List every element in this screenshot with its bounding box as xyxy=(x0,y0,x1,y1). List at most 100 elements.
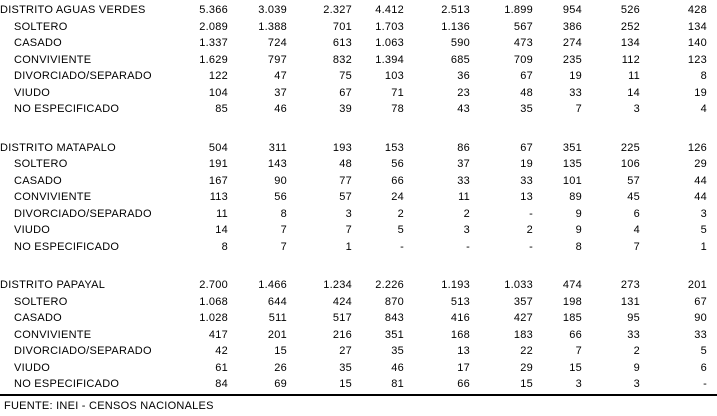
value-cell: 85 xyxy=(215,103,228,115)
value-cell: 235 xyxy=(562,53,582,66)
value-cell: 135 xyxy=(562,158,582,170)
district-name: DISTRITO AGUAS VERDES xyxy=(0,4,146,16)
section-spacer xyxy=(0,118,707,140)
district-section-row: DISTRITO PAPAYAL 2.700 1.466 1.234 2.226 1.19… xyxy=(0,277,707,294)
value-cell: 513 xyxy=(450,295,470,308)
category-label: CONVIVIENTE xyxy=(14,328,92,341)
value-cell: - xyxy=(529,207,533,220)
value-cell: 2.089 xyxy=(199,20,228,33)
value-cell: 15 xyxy=(520,378,533,390)
value-cell: 168 xyxy=(450,328,470,341)
value-cell: 19 xyxy=(520,158,533,170)
value-cell: 183 xyxy=(513,328,533,341)
value-cell: 416 xyxy=(450,312,470,324)
category-row: CASADO 167 90 77 66 33 33 101 57 44 xyxy=(0,173,707,190)
district-total-cell: 5.366 xyxy=(199,4,228,16)
footer-divider: FUENTE: INEI - CENSOS NACIONALES xyxy=(0,393,717,412)
value-cell: 424 xyxy=(332,295,352,308)
category-row: NO ESPECIFICADO 8 7 1 - - - 8 7 1 xyxy=(0,239,707,256)
value-cell: 140 xyxy=(687,37,707,49)
value-cell: 8 xyxy=(575,240,582,253)
value-cell: 1.028 xyxy=(199,312,228,324)
value-cell: 9 xyxy=(633,361,640,374)
category-label: CASADO xyxy=(14,37,62,49)
district-total-cell: 1.899 xyxy=(504,4,533,16)
value-cell: 56 xyxy=(274,191,287,203)
spacer-cell xyxy=(0,255,707,277)
value-cell: 7 xyxy=(633,240,640,253)
value-cell: 33 xyxy=(520,174,533,187)
value-cell: 7 xyxy=(280,224,287,236)
value-cell: 134 xyxy=(620,37,640,49)
district-total-cell: 1.466 xyxy=(258,279,287,291)
value-cell: 4 xyxy=(633,224,640,236)
value-cell: 37 xyxy=(274,86,287,99)
value-cell: 66 xyxy=(457,378,470,390)
value-cell: 252 xyxy=(620,20,640,33)
value-cell: 2 xyxy=(463,207,470,220)
value-cell: 1 xyxy=(700,240,707,253)
value-cell: 44 xyxy=(694,174,707,187)
value-cell: 66 xyxy=(391,174,404,187)
value-cell: 48 xyxy=(339,158,352,170)
value-cell: 48 xyxy=(520,86,533,99)
value-cell: 644 xyxy=(267,295,287,308)
value-cell: 11 xyxy=(216,207,228,220)
value-cell: 2 xyxy=(526,224,533,236)
district-total-cell: 2.513 xyxy=(441,4,470,16)
value-cell: 90 xyxy=(274,174,287,187)
category-label: DIVORCIADO/SEPARADO xyxy=(14,207,152,220)
value-cell: 1.337 xyxy=(199,37,228,49)
value-cell: 131 xyxy=(620,295,640,308)
category-label: VIUDO xyxy=(14,224,51,236)
value-cell: 5 xyxy=(700,345,707,357)
value-cell: 29 xyxy=(520,361,533,374)
value-cell: 201 xyxy=(267,328,287,341)
value-cell: 3 xyxy=(463,224,470,236)
value-cell: 274 xyxy=(562,37,582,49)
value-cell: 24 xyxy=(391,191,404,203)
value-cell: 870 xyxy=(384,295,404,308)
value-cell: 5 xyxy=(397,224,404,236)
value-cell: 14 xyxy=(215,224,228,236)
value-cell: 81 xyxy=(391,378,404,390)
value-cell: 61 xyxy=(215,361,228,374)
value-cell: 15 xyxy=(274,345,287,357)
value-cell: 57 xyxy=(627,174,640,187)
value-cell: 3 xyxy=(633,103,640,115)
district-total-cell: 428 xyxy=(687,4,707,16)
value-cell: 1.629 xyxy=(199,53,228,66)
value-cell: 90 xyxy=(694,312,707,324)
category-label: CASADO xyxy=(14,174,62,187)
district-total-cell: 67 xyxy=(520,141,533,154)
value-cell: 26 xyxy=(274,361,287,374)
value-cell: 1.136 xyxy=(441,20,470,33)
value-cell: 417 xyxy=(208,328,228,341)
category-label: VIUDO xyxy=(14,361,51,374)
value-cell: 19 xyxy=(694,86,707,99)
value-cell: 43 xyxy=(457,103,470,115)
category-label: SOLTERO xyxy=(14,295,68,308)
section-spacer xyxy=(0,255,707,277)
value-cell: 84 xyxy=(215,378,228,390)
district-total-cell: 153 xyxy=(384,141,404,154)
value-cell: 46 xyxy=(391,361,404,374)
value-cell: 701 xyxy=(332,20,352,33)
value-cell: 22 xyxy=(520,345,533,357)
value-cell: 4 xyxy=(700,103,707,115)
category-row: DIVORCIADO/SEPARADO 122 47 75 103 36 67 19 11 8 xyxy=(0,68,707,85)
value-cell: 7 xyxy=(575,345,582,357)
district-name: DISTRITO MATAPALO xyxy=(0,141,116,154)
value-cell: 14 xyxy=(627,86,640,99)
value-cell: 67 xyxy=(520,70,533,82)
value-cell: 198 xyxy=(562,295,582,308)
category-row: SOLTERO 191 143 48 56 37 19 135 106 29 xyxy=(0,156,707,173)
value-cell: 44 xyxy=(694,191,707,203)
value-cell: 23 xyxy=(457,86,470,99)
value-cell: 8 xyxy=(221,240,228,253)
value-cell: - xyxy=(703,378,707,390)
district-total-cell: 225 xyxy=(620,141,640,154)
value-cell: 123 xyxy=(687,53,707,66)
value-cell: 104 xyxy=(208,86,228,99)
